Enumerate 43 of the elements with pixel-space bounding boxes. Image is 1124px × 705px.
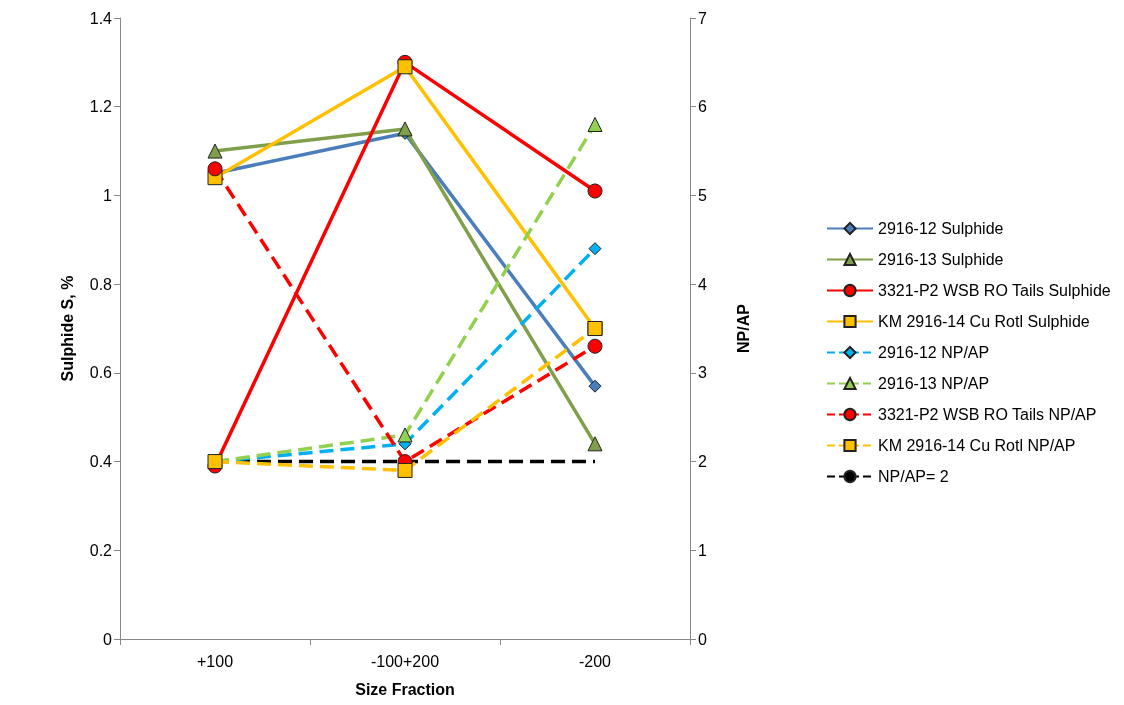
legend-label: KM 2916-14 Cu Rotl Sulphide: [878, 313, 1090, 330]
y-tick-label: 0.2: [89, 541, 113, 559]
point: [397, 427, 413, 443]
point: [207, 143, 223, 159]
y-tick-label: 1.4: [89, 9, 113, 27]
y2-tick-label: 2: [698, 453, 707, 471]
y-tick-label: 0: [103, 630, 113, 648]
legend-label: 2916-13 NP/AP: [878, 375, 990, 392]
point: [587, 338, 603, 354]
point: [587, 116, 603, 132]
x-axis-title: Size Fraction: [355, 680, 455, 698]
y2-tick-label: 3: [698, 364, 707, 382]
y2-axis-title: NP/AP: [734, 303, 752, 353]
legend-label: 3321-P2 WSB RO Tails Sulphide: [878, 282, 1111, 299]
point: [587, 183, 603, 199]
legend-label: 2916-12 Sulphide: [878, 220, 1004, 237]
x-tick-label: +100: [196, 652, 234, 670]
y-tick-label: 0.6: [89, 364, 113, 382]
y2-tick-label: 7: [698, 9, 707, 27]
point: [588, 242, 602, 256]
legend-label: NP/AP= 2: [878, 468, 949, 485]
y2-tick-label: 4: [698, 275, 707, 293]
point: [587, 436, 603, 452]
y2-tick-label: 1: [698, 541, 707, 559]
y2-tick-label: 6: [698, 98, 707, 116]
point: [588, 379, 602, 393]
legend-label: KM 2916-14 Cu Rotl NP/AP: [878, 437, 1076, 454]
y-tick-label: 1.2: [89, 98, 113, 116]
y-tick-label: 0.8: [89, 275, 113, 293]
point: [397, 462, 413, 478]
point: [397, 121, 413, 137]
y-tick-label: 1: [103, 186, 113, 204]
y2-tick-label: 0: [698, 630, 707, 648]
point: [397, 59, 413, 75]
x-tick-label: -100+200: [370, 652, 440, 670]
y-axis-title: Sulphide S, %: [58, 275, 76, 382]
legend-label: 3321-P2 WSB RO Tails NP/AP: [878, 406, 1097, 423]
y2-tick-label: 5: [698, 186, 707, 204]
point: [207, 161, 223, 177]
legend-label: 2916-13 Sulphide: [878, 251, 1004, 268]
x-tick-label: -200: [578, 652, 612, 670]
legend-label: 2916-12 NP/AP: [878, 344, 990, 361]
y-tick-label: 0.4: [89, 453, 113, 471]
